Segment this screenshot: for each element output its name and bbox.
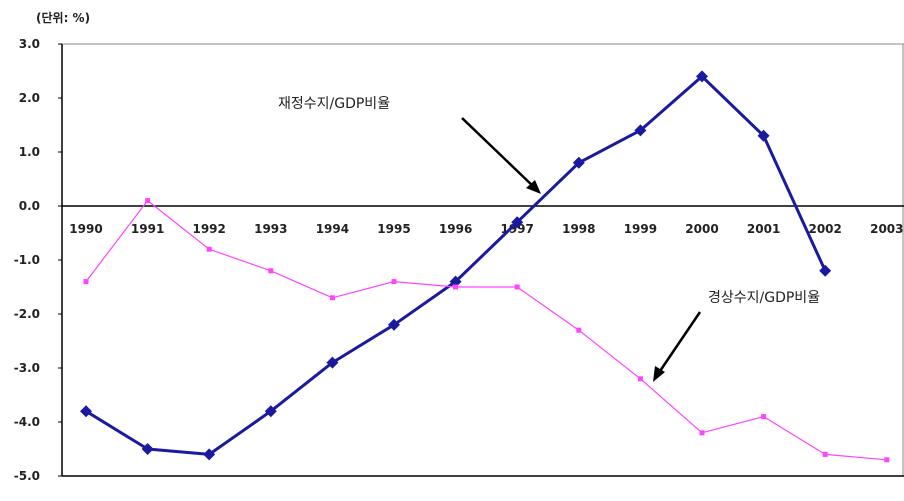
x-tick-label: 1998 — [562, 222, 595, 236]
x-tick-label: 1994 — [316, 222, 349, 236]
series-layer — [80, 70, 890, 463]
y-tick-label: -5.0 — [14, 469, 40, 483]
data-point-diamond — [511, 216, 524, 229]
annotation-arrow-current — [656, 311, 702, 375]
x-tick-label: 1993 — [254, 222, 287, 236]
data-point-diamond — [388, 318, 400, 331]
data-point-square — [206, 246, 212, 252]
data-point-diamond — [696, 70, 708, 83]
data-point-square — [576, 327, 582, 333]
y-axis-ticks: 3.0 2.0 1.0 0.0 -1.0 -2.0 -3.0 -4.0 -5.0 — [14, 37, 62, 483]
x-axis-ticks: 1990 1991 1992 1993 1994 1995 1996 1997 1998 1999… — [69, 222, 903, 236]
data-point-square — [884, 457, 890, 463]
x-tick-label: 1995 — [377, 222, 410, 236]
x-tick-label: 1997 — [500, 222, 533, 236]
x-tick-label: 2002 — [808, 222, 841, 236]
x-tick-label: 2000 — [685, 222, 718, 236]
data-point-square — [761, 414, 767, 420]
annotation-fiscal-balance: 재정수지/GDP비율 — [278, 96, 390, 112]
annotation-arrowhead-fiscal — [526, 180, 541, 194]
y-tick-label: -3.0 — [14, 361, 40, 375]
data-point-diamond — [141, 443, 154, 455]
series-line-current-account — [85, 200, 887, 461]
x-tick-label: 2003 — [870, 222, 903, 236]
annotation-arrow-fiscal — [461, 117, 536, 189]
data-point-square — [83, 279, 89, 285]
unit-label: (단위: %) — [36, 10, 90, 25]
data-point-square — [145, 198, 151, 204]
y-tick-label: 0.0 — [19, 199, 40, 213]
y-tick-label: 3.0 — [19, 37, 40, 51]
y-tick-label: 1.0 — [19, 145, 40, 159]
x-tick-label: 2001 — [747, 222, 780, 236]
data-point-diamond — [203, 448, 216, 461]
y-tick-label: -4.0 — [14, 415, 40, 429]
x-tick-label: 1990 — [69, 222, 102, 236]
data-point-diamond — [819, 264, 832, 277]
annotation-current-account: 경상수지/GDP비율 — [708, 290, 820, 306]
y-tick-label: 2.0 — [19, 91, 40, 105]
data-point-diamond — [80, 405, 92, 418]
annotation-arrowhead-current — [653, 366, 665, 382]
y-tick-label: -2.0 — [14, 307, 40, 321]
data-point-square — [637, 376, 643, 382]
data-point-square — [391, 279, 397, 285]
x-tick-label: 1999 — [624, 222, 657, 236]
data-point-diamond — [572, 156, 585, 169]
x-tick-label: 1991 — [131, 222, 164, 236]
data-point-square — [514, 284, 520, 290]
x-tick-label: 1992 — [192, 222, 225, 236]
data-point-square — [453, 284, 459, 290]
y-tick-label: -1.0 — [14, 253, 40, 267]
data-point-square — [268, 268, 274, 274]
data-point-diamond — [449, 275, 462, 288]
data-point-diamond — [264, 405, 277, 418]
x-tick-label: 1996 — [439, 222, 472, 236]
data-point-square — [329, 295, 335, 301]
data-point-diamond — [757, 129, 770, 142]
series-line-fiscal-balance — [85, 74, 827, 456]
data-point-diamond — [634, 124, 647, 137]
data-point-diamond — [326, 356, 339, 369]
data-point-square — [699, 430, 705, 436]
data-point-square — [822, 451, 828, 457]
